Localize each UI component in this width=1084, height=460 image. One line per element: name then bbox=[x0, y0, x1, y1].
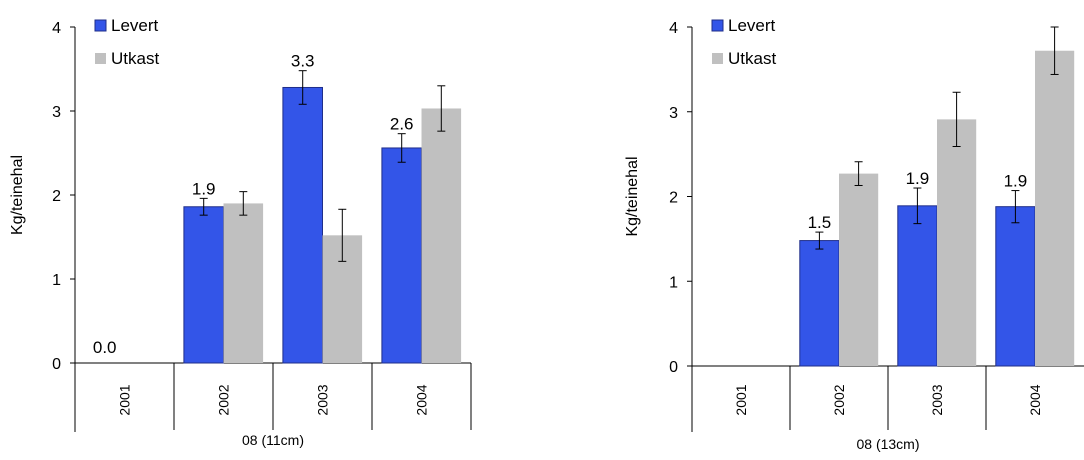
x-tick-label: 2003 bbox=[929, 384, 945, 415]
y-tick-label: 3 bbox=[669, 105, 678, 122]
x-tick-label: 2002 bbox=[831, 384, 847, 415]
y-tick-label: 0 bbox=[669, 359, 678, 376]
legend-label: Utkast bbox=[728, 49, 776, 68]
legend-swatch bbox=[95, 53, 106, 64]
y-tick-label: 4 bbox=[669, 20, 678, 37]
utkast-bar bbox=[839, 173, 879, 366]
levert-bar bbox=[282, 86, 323, 364]
legend-label: Levert bbox=[728, 16, 776, 35]
x-tick-label: 2004 bbox=[414, 384, 430, 415]
levert-bar bbox=[897, 205, 938, 367]
x-tick-label: 2001 bbox=[733, 384, 749, 415]
x-tick-label: 2003 bbox=[315, 384, 331, 415]
x-tick-label: 2002 bbox=[216, 384, 232, 415]
data-label: 1.9 bbox=[906, 169, 930, 188]
x-axis-title: 08 (13cm) bbox=[856, 436, 919, 452]
legend-label: Levert bbox=[111, 16, 159, 35]
legend-swatch bbox=[94, 19, 107, 32]
x-tick-label: 2004 bbox=[1027, 384, 1043, 415]
y-tick-label: 1 bbox=[669, 274, 678, 291]
data-label: 1.9 bbox=[192, 179, 216, 198]
levert-bar bbox=[183, 206, 224, 364]
chart-1: 0 1 2 3 4 2001 2002 2003 2004 08 (11cm) Kg/teineha… bbox=[9, 16, 472, 448]
y-axis-title: Kg/teinehal bbox=[9, 155, 26, 235]
y-tick-label: 2 bbox=[669, 190, 678, 207]
y-tick-label: 0 bbox=[52, 356, 61, 373]
levert-bar bbox=[995, 206, 1036, 367]
utkast-bar bbox=[421, 108, 462, 363]
legend-swatch bbox=[712, 53, 723, 64]
chart-2: 0 1 2 3 4 2001 2002 2003 2004 08 (13cm) Kg/teineha… bbox=[624, 16, 1084, 452]
data-label: 1.5 bbox=[808, 213, 832, 232]
legend-swatch bbox=[711, 19, 724, 32]
data-label: 2.6 bbox=[390, 115, 414, 134]
data-label: 1.9 bbox=[1004, 172, 1028, 191]
y-tick-label: 1 bbox=[52, 272, 61, 289]
x-axis-title: 08 (11cm) bbox=[242, 432, 304, 448]
levert-bar bbox=[381, 147, 422, 364]
data-label: 3.3 bbox=[291, 52, 315, 71]
data-label: 0.0 bbox=[93, 338, 117, 357]
y-tick-label: 4 bbox=[52, 20, 61, 37]
utkast-bar bbox=[223, 203, 264, 363]
y-tick-label: 2 bbox=[52, 188, 61, 205]
legend-label: Utkast bbox=[111, 49, 159, 68]
y-axis-title: Kg/teinehal bbox=[624, 156, 641, 236]
utkast-bar bbox=[937, 119, 977, 366]
levert-bar bbox=[799, 240, 840, 367]
y-tick-label: 3 bbox=[52, 104, 61, 121]
x-tick-label: 2001 bbox=[117, 384, 133, 415]
utkast-bar bbox=[1035, 50, 1075, 366]
